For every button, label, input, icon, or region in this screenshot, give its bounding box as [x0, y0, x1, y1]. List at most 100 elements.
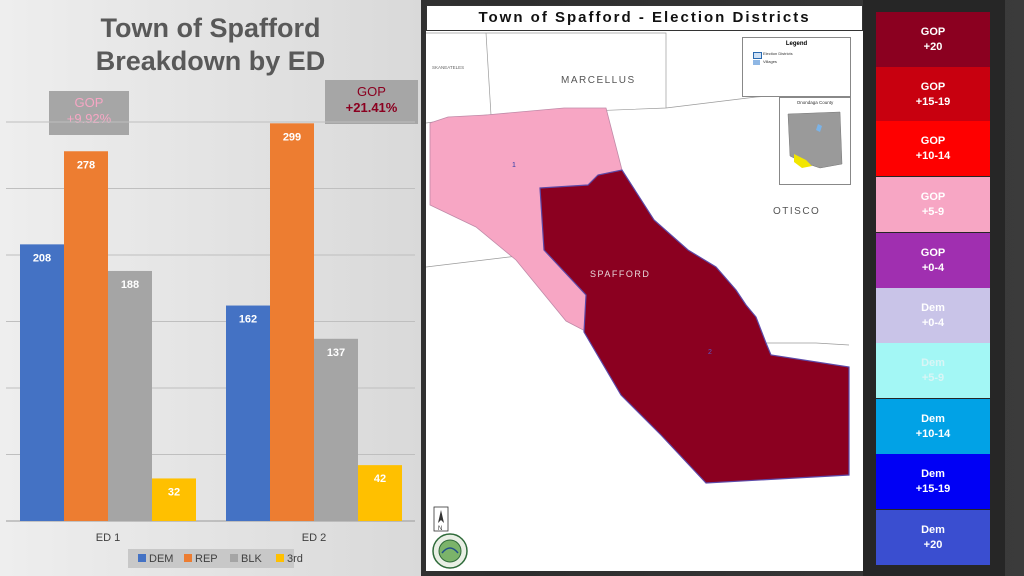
district-map: MARCELLUS OTISCO SPAFFORD SKANEATELES 1 …: [426, 32, 850, 569]
data-label-3rd-1: 32: [168, 486, 180, 498]
legend-district-swatch: [753, 52, 762, 59]
scale-label-range: +0-4: [921, 261, 945, 274]
scale-item-9: Dem +20: [876, 510, 990, 565]
scale-label-party: GOP: [920, 80, 946, 93]
scale-label-party: GOP: [920, 190, 946, 203]
bar-chart: 208 278 188 32 ED 1 162 299 137 42 ED 2 DEM REP BLK 3…: [6, 121, 415, 568]
map-legend-title: Legend: [785, 41, 808, 47]
east-town-line: [766, 342, 850, 346]
legend-swatch-3rd: [276, 554, 284, 562]
scale-label-party: GOP: [920, 134, 946, 147]
bar-dem-1: [20, 244, 64, 522]
map-legend: Legend Election Districts Villages: [742, 37, 851, 97]
ed1-margin-annotation: GOP +9.92%: [49, 91, 129, 135]
scale-label-party: Dem: [921, 301, 945, 314]
town-label-spafford: SPAFFORD: [590, 269, 650, 279]
scale-item-7: Dem +10-14: [876, 399, 990, 454]
map-title: Town of Spafford - Election Districts: [426, 5, 863, 31]
scale-label: Dem +5-9: [921, 356, 945, 386]
map-panel: MARCELLUS OTISCO SPAFFORD SKANEATELES 1 …: [426, 5, 866, 571]
district-label-1: 1: [512, 162, 516, 169]
legend-entry-dem: DEM: [149, 553, 173, 565]
scale-label-party: Dem: [921, 412, 945, 425]
chart-title-line-2: Breakdown by ED: [95, 46, 326, 76]
data-label-rep-2: 299: [283, 131, 301, 143]
skaneateles-boundary: [485, 32, 492, 116]
data-label-blk-1: 188: [121, 279, 139, 291]
district-2-area[interactable]: [539, 169, 850, 484]
svg-text:N: N: [438, 526, 442, 532]
scale-label-range: +5-9: [921, 371, 945, 384]
legend-swatch-blk: [230, 554, 238, 562]
x-tick-label: ED 1: [96, 532, 120, 544]
scale-label-party: Dem: [921, 356, 945, 369]
legend-entry-blk: BLK: [241, 553, 262, 565]
scale-label-range: +0-4: [921, 316, 945, 329]
scale-label-party: Dem: [921, 467, 945, 480]
bar-blk-2: [314, 338, 358, 521]
district-label-2: 2: [708, 349, 712, 356]
bar-rep-2: [270, 123, 314, 521]
scale-label: GOP +5-9: [921, 190, 945, 220]
ed1-margin-party: GOP: [74, 95, 104, 110]
legend-swatch-dem: [138, 554, 146, 562]
chart-panel: Town of Spafford Breakdown by ED GOP +9.…: [0, 0, 421, 576]
county-inset-map: Onondaga County: [779, 97, 851, 185]
scale-label-party: GOP: [920, 25, 946, 38]
scale-item-5: Dem +0-4: [876, 288, 990, 343]
x-tick-label: ED 2: [302, 532, 326, 544]
scale-label-party: GOP: [920, 246, 946, 259]
county-seal-icon: [432, 533, 468, 569]
scale-label: Dem +15-19: [916, 467, 951, 497]
scale-label-party: Dem: [921, 523, 945, 536]
scale-label-range: +20: [923, 538, 943, 551]
scale-label-range: +20: [923, 40, 943, 53]
data-label-3rd-2: 42: [374, 473, 386, 485]
ed2-margin-party: GOP: [357, 84, 386, 99]
scale-label-range: +10-14: [915, 427, 951, 440]
scale-item-1: GOP +15-19: [876, 67, 990, 122]
county-inset-shape: [787, 111, 843, 169]
scale-label: GOP +15-19: [916, 80, 951, 110]
bar-3rd-1: [152, 478, 196, 521]
legend-item-villages: Villages: [763, 59, 777, 64]
legend-village-swatch: [753, 60, 760, 65]
margin-color-scale: GOP +20 GOP +15-19 GOP +10-14 GOP +5-9 GOP +0-4 De…: [863, 0, 1005, 576]
bar-3rd-2: [358, 465, 402, 521]
town-label-skaneateles: SKANEATELES: [432, 65, 464, 70]
scale-label-range: +15-19: [915, 482, 951, 495]
scale-item-0: GOP +20: [876, 12, 990, 67]
scale-item-4: GOP +0-4: [876, 233, 990, 288]
bar-dem-2: [226, 305, 270, 521]
data-label-blk-2: 137: [327, 347, 345, 359]
chart-title-line-1: Town of Spafford: [100, 13, 321, 43]
scale-item-2: GOP +10-14: [876, 121, 990, 176]
scale-label-range: +5-9: [921, 205, 945, 218]
ed2-margin-annotation: GOP +21.41%: [325, 80, 418, 124]
inset-title: Onondaga County: [796, 100, 834, 105]
ed2-margin-value: +21.41%: [345, 100, 398, 115]
scale-label: GOP +0-4: [921, 246, 945, 276]
scale-label: GOP +10-14: [916, 134, 951, 164]
town-label-otisco: OTISCO: [773, 206, 820, 217]
marcellus-boundary: [426, 32, 667, 108]
scale-item-6: Dem +5-9: [876, 343, 990, 398]
data-label-dem-1: 208: [33, 252, 51, 264]
scale-label: Dem +10-14: [916, 412, 951, 442]
legend-item-districts: Election Districts: [763, 51, 793, 56]
legend-entry-3rd: 3rd: [287, 553, 303, 565]
legend-entry-rep: REP: [195, 553, 218, 565]
bar-blk-1: [108, 270, 152, 521]
town-label-marcellus: MARCELLUS: [561, 75, 636, 86]
scale-item-8: Dem +15-19: [876, 454, 990, 509]
scale-label: Dem +0-4: [921, 301, 945, 331]
scale-label: Dem +20: [921, 523, 945, 553]
data-label-dem-2: 162: [239, 314, 257, 326]
scale-label: GOP +20: [921, 25, 945, 55]
scale-label-range: +15-19: [915, 95, 951, 108]
scale-item-3: GOP +5-9: [876, 177, 990, 232]
data-label-rep-1: 278: [77, 159, 95, 171]
legend-background: [128, 549, 294, 568]
scale-label-range: +10-14: [915, 149, 951, 162]
legend-swatch-rep: [184, 554, 192, 562]
